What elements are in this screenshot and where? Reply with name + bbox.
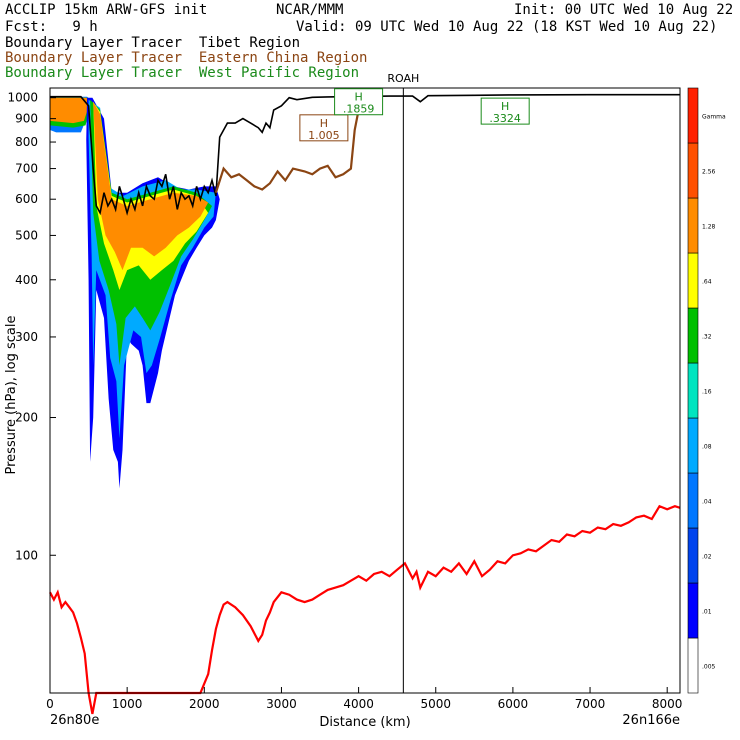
h-label-box — [480, 97, 530, 125]
h-label-letter: H — [501, 100, 509, 113]
colorbar-cell — [687, 527, 699, 584]
colorbar-level-label: .005 — [702, 664, 716, 671]
tracer-legend-eastern-china: Boundary Layer Tracer Eastern China Regi… — [5, 50, 368, 66]
h-label-value: .3324 — [489, 112, 521, 125]
x-tick-label: 2000 — [189, 697, 220, 711]
h-label-box — [334, 88, 384, 116]
h-label-value: 1.005 — [308, 129, 340, 142]
init-time: Init: 00 UTC Wed 10 Aug 22 — [514, 2, 734, 18]
colorbar-level-label: .32 — [702, 334, 712, 341]
colorbar-cell — [687, 197, 699, 254]
h-label-box — [299, 114, 349, 142]
x-tick-label: 7000 — [575, 697, 606, 711]
h-label-letter: H — [320, 117, 328, 130]
org-title: NCAR/MMM — [276, 2, 344, 18]
x-axis-label: Distance (km) — [319, 715, 410, 730]
valid-time: Valid: 09 UTC Wed 10 Aug 22 (18 KST Wed … — [296, 19, 718, 35]
y-tick-label: 400 — [15, 273, 38, 287]
start-location-label: 26n80e — [50, 713, 99, 728]
colorbar-level-label: 1.28 — [702, 224, 716, 231]
colorbar-level-label: .16 — [702, 389, 712, 396]
forecast-hour: Fcst: 9 h — [5, 19, 98, 35]
x-tick-label: 8000 — [652, 697, 683, 711]
colorbar-level-label: Gamma — [702, 114, 726, 121]
colorbar-level-label: .08 — [702, 444, 712, 451]
plume-left-edge-core — [50, 97, 91, 124]
colorbar-cell — [687, 87, 699, 144]
tracer-legend-tibet: Boundary Layer Tracer Tibet Region — [5, 35, 301, 51]
end-location-label: 26n166e — [622, 713, 680, 728]
plot-frame — [49, 87, 681, 694]
y-axis-label: Pressure (hPa), log scale — [4, 316, 19, 475]
y-tick-label: 700 — [15, 162, 38, 176]
model-title: ACCLIP 15km ARW-GFS init — [5, 2, 208, 18]
y-tick-label: 300 — [15, 330, 38, 344]
colorbar-level-label: .01 — [702, 609, 712, 616]
series-tropopause — [49, 504, 681, 715]
colorbar-cell — [687, 637, 699, 694]
colorbar-cell — [687, 472, 699, 529]
colorbar-cell — [687, 362, 699, 419]
colorbar-level-label: .04 — [702, 499, 712, 506]
y-tick-label: 200 — [15, 411, 38, 425]
colorbar-level-label: .64 — [702, 279, 712, 286]
x-tick-label: 0 — [46, 697, 54, 711]
x-tick-label: 1000 — [112, 697, 143, 711]
x-tick-label: 4000 — [343, 697, 374, 711]
y-tick-label: 500 — [15, 228, 38, 242]
x-tick-label: 3000 — [266, 697, 297, 711]
station-marker-label: ROAH — [387, 72, 419, 85]
series-terrain — [50, 93, 680, 216]
y-tick-label: 1000 — [7, 91, 38, 105]
colorbar-level-label: .02 — [702, 554, 712, 561]
h-label-letter: H — [354, 91, 362, 104]
tracer-legend-west-pacific: Boundary Layer Tracer West Pacific Regio… — [5, 65, 360, 81]
tracer-plume — [50, 96, 220, 489]
h-label-value: .1859 — [343, 103, 375, 116]
y-tick-label: 800 — [15, 135, 38, 149]
colorbar-cell — [687, 582, 699, 639]
colorbar-cell — [687, 307, 699, 364]
plume-layer-4 — [93, 101, 209, 271]
series-eastern-china-tracer — [214, 109, 360, 194]
x-tick-label: 6000 — [498, 697, 529, 711]
colorbar-cell — [687, 142, 699, 199]
colorbar-cell — [687, 417, 699, 474]
y-tick-label: 600 — [15, 192, 38, 206]
y-tick-label: 900 — [15, 112, 38, 126]
y-tick-label: 100 — [15, 548, 38, 562]
colorbar-cell — [687, 252, 699, 309]
colorbar-level-label: 2.56 — [702, 169, 716, 176]
x-tick-label: 5000 — [420, 697, 451, 711]
